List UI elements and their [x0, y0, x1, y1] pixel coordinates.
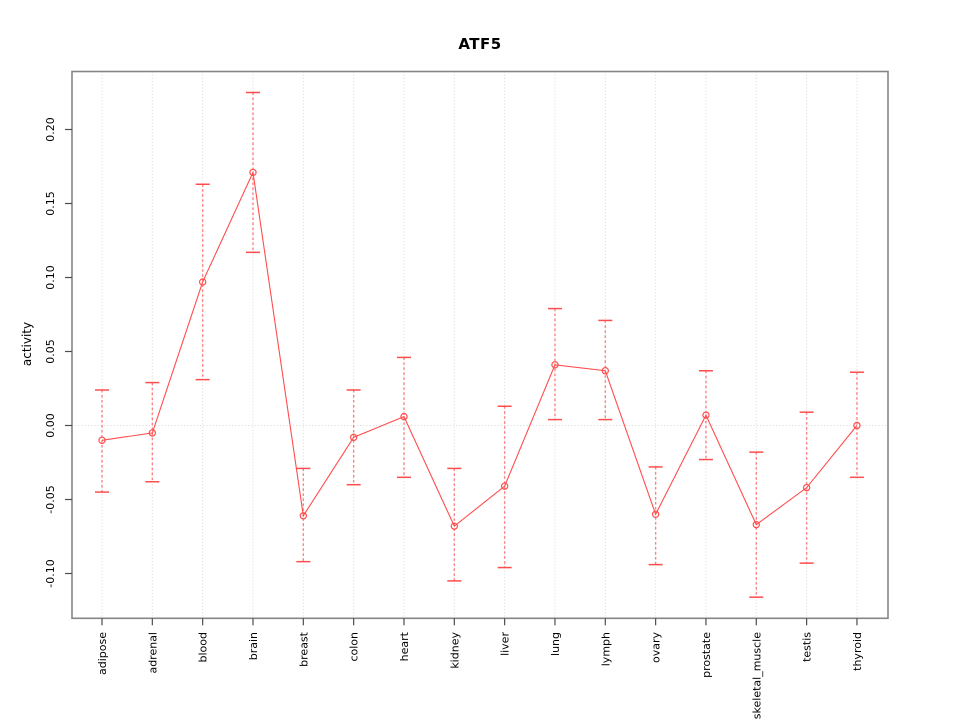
x-tick-label: brain	[247, 632, 260, 660]
x-tick-label: ovary	[650, 632, 663, 664]
y-tick-label: 0.00	[44, 413, 57, 438]
data-point-marker	[752, 520, 760, 529]
data-point-marker	[198, 278, 207, 286]
x-tick-label: thyroid	[851, 632, 864, 671]
x-tick-label: heart	[398, 631, 411, 661]
data-point-marker	[450, 522, 459, 530]
x-tick-label: testis	[801, 632, 814, 662]
x-tick-label: colon	[348, 632, 361, 662]
y-tick-label: 0.05	[44, 339, 57, 364]
y-tick-label: 0.10	[44, 265, 57, 290]
x-tick-label: adipose	[96, 632, 109, 675]
x-tick-label: kidney	[448, 632, 461, 669]
x-tick-label: liver	[499, 632, 512, 656]
data-point-marker	[651, 510, 660, 518]
data-point-marker	[349, 433, 358, 442]
data-point-marker	[551, 361, 559, 369]
y-tick-label: 0.20	[44, 117, 57, 142]
data-point-marker	[98, 436, 106, 444]
x-tick-label: adrenal	[146, 632, 159, 674]
data-point-marker	[299, 512, 308, 520]
x-tick-label: prostate	[700, 632, 713, 678]
series-line	[101, 170, 858, 528]
y-tick-label: -0.10	[44, 559, 57, 587]
x-tick-label: blood	[197, 632, 210, 662]
x-tick-label: lymph	[599, 632, 612, 666]
data-point-marker	[400, 412, 408, 421]
data-point-marker	[601, 367, 610, 375]
y-tick-label: -0.05	[44, 485, 57, 513]
data-point-marker	[249, 168, 257, 177]
data-point-marker	[148, 429, 157, 437]
data-point-marker	[853, 421, 861, 430]
data-point-marker	[500, 482, 509, 490]
chart-title: ATF5	[458, 35, 502, 53]
x-tick-label: skeletal_muscle	[750, 632, 763, 719]
x-tick-label: lung	[549, 632, 562, 656]
data-point-marker	[702, 411, 710, 419]
x-tick-label: breast	[297, 631, 310, 667]
plot-frame	[71, 70, 889, 620]
data-point-marker	[802, 483, 811, 492]
y-tick-label: 0.15	[44, 191, 57, 216]
